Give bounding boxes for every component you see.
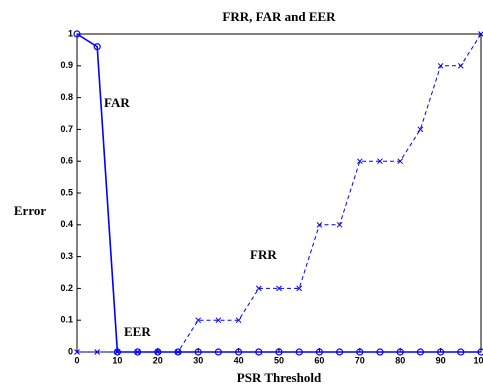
y-tick-label: 1 bbox=[68, 28, 73, 38]
point-marker bbox=[94, 349, 101, 355]
point-marker bbox=[377, 158, 383, 165]
point-marker bbox=[276, 285, 282, 292]
y-tick-label: 0.6 bbox=[60, 156, 73, 166]
point-marker bbox=[416, 348, 424, 356]
x-tick-label: 0 bbox=[74, 355, 79, 365]
point-marker bbox=[175, 349, 181, 355]
annotation: FAR bbox=[104, 95, 130, 110]
point-marker bbox=[73, 30, 81, 38]
point-marker bbox=[477, 348, 483, 356]
y-tick-label: 0.5 bbox=[60, 187, 73, 197]
y-tick-label: 0.2 bbox=[60, 283, 73, 293]
x-tick-label: 90 bbox=[436, 355, 446, 365]
y-axis-label: Error bbox=[14, 203, 46, 218]
annotation: FRR bbox=[250, 247, 277, 262]
x-tick-label: 10 bbox=[112, 355, 122, 365]
y-tick-label: 0.4 bbox=[60, 219, 73, 229]
point-marker bbox=[235, 348, 243, 356]
point-marker bbox=[235, 317, 242, 324]
point-marker bbox=[437, 348, 445, 356]
point-marker bbox=[437, 62, 444, 69]
point-marker bbox=[315, 348, 323, 356]
point-marker bbox=[255, 348, 263, 356]
point-marker bbox=[336, 348, 344, 356]
x-tick-label: 100 bbox=[473, 355, 483, 365]
y-tick-label: 0.1 bbox=[60, 315, 73, 325]
point-marker bbox=[215, 317, 222, 324]
x-tick-label: 80 bbox=[395, 355, 405, 365]
point-marker bbox=[275, 348, 283, 356]
x-tick-label: 30 bbox=[193, 355, 203, 365]
point-marker bbox=[296, 285, 303, 292]
point-marker bbox=[255, 285, 262, 292]
y-tick-label: 0.7 bbox=[60, 124, 73, 134]
point-marker bbox=[336, 221, 343, 228]
point-marker bbox=[356, 158, 363, 165]
point-marker bbox=[134, 349, 141, 355]
point-marker bbox=[376, 348, 384, 356]
x-tick-label: 60 bbox=[314, 355, 324, 365]
point-marker bbox=[457, 348, 465, 356]
point-marker bbox=[154, 349, 161, 355]
point-marker bbox=[195, 317, 202, 324]
point-marker bbox=[457, 62, 464, 69]
point-marker bbox=[114, 349, 121, 355]
point-marker bbox=[396, 348, 404, 356]
y-tick-label: 0 bbox=[68, 346, 73, 356]
x-tick-label: 40 bbox=[234, 355, 244, 365]
x-tick-label: 70 bbox=[355, 355, 365, 365]
y-tick-label: 0.9 bbox=[60, 60, 73, 70]
point-marker bbox=[417, 126, 424, 133]
point-marker bbox=[93, 43, 101, 51]
point-marker bbox=[356, 348, 364, 356]
series-line bbox=[77, 33, 482, 353]
y-tick-label: 0.3 bbox=[60, 251, 73, 261]
chart-title: FRR, FAR and EER bbox=[222, 9, 336, 24]
point-marker bbox=[295, 348, 303, 356]
point-marker bbox=[214, 348, 222, 356]
y-tick-label: 0.8 bbox=[60, 92, 73, 102]
x-tick-label: 20 bbox=[153, 355, 163, 365]
annotation: EER bbox=[124, 324, 151, 339]
series-line bbox=[76, 33, 481, 353]
point-marker bbox=[194, 348, 202, 356]
x-tick-label: 50 bbox=[274, 355, 284, 365]
point-marker bbox=[397, 158, 404, 165]
point-marker bbox=[316, 221, 323, 228]
x-axis-label: PSR Threshold bbox=[237, 370, 322, 385]
point-marker bbox=[74, 349, 80, 355]
